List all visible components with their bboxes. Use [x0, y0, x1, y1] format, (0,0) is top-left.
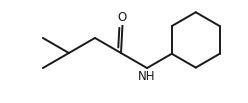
Text: NH: NH — [138, 70, 156, 83]
Text: NH: NH — [138, 70, 156, 83]
Text: O: O — [118, 11, 127, 24]
Text: O: O — [118, 11, 127, 24]
